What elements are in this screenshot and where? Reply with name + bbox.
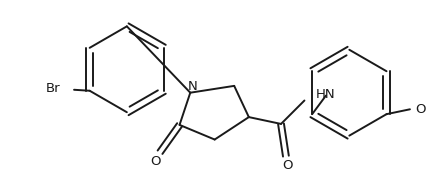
Text: Br: Br [46, 82, 60, 95]
Text: O: O [150, 156, 160, 169]
Text: N: N [187, 80, 197, 93]
Text: O: O [282, 159, 292, 172]
Text: O: O [414, 103, 424, 116]
Text: HN: HN [315, 88, 335, 101]
